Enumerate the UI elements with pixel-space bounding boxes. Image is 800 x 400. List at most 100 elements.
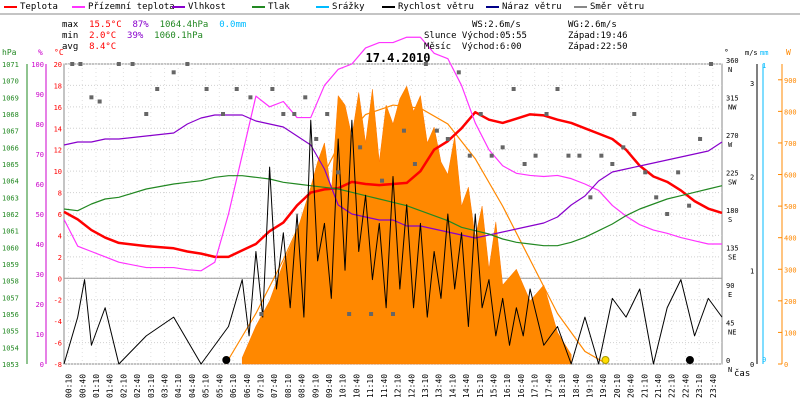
- pressure-tick: 1055: [2, 328, 19, 336]
- x-tick-label: 23:40: [709, 374, 718, 398]
- x-tick-label: 10:10: [339, 374, 348, 398]
- pressure-tick: 1054: [2, 344, 19, 352]
- temperature-axis-unit: °C: [54, 48, 64, 57]
- series-line-teplota: [63, 110, 723, 259]
- x-tick-label: 01:10: [92, 374, 101, 398]
- x-tick-label: 20:10: [613, 374, 622, 398]
- x-tick-label: 08:40: [298, 374, 307, 398]
- wind-direction-point: [588, 195, 593, 200]
- legend-swatch: [316, 5, 329, 8]
- pressure-tick: 1060: [2, 244, 19, 252]
- pressure-tick: 1063: [2, 194, 19, 202]
- solar-tick: 300: [784, 266, 797, 274]
- wind-direction-point: [445, 137, 450, 141]
- legend-swatch: [382, 5, 395, 8]
- direction-tick-name: S: [728, 216, 732, 224]
- wind-direction-point: [467, 153, 472, 158]
- legend-swatch: [172, 5, 185, 8]
- humidity-tick: 90: [36, 91, 44, 99]
- x-tick-label: 14:10: [448, 374, 457, 398]
- x-tick-label: 19:40: [599, 374, 608, 398]
- wind-direction-point: [221, 112, 226, 116]
- pressure-tick: 1061: [2, 228, 19, 236]
- temperature-tick: 12: [54, 147, 62, 155]
- stats-avg-temp: 8.4°C: [89, 42, 117, 52]
- wind-direction-point: [632, 112, 637, 116]
- wind-direction-point: [171, 70, 176, 75]
- legend-label: Srážky: [332, 2, 365, 12]
- wind-direction-point: [270, 87, 275, 91]
- legend-label: Vlhkost: [188, 2, 226, 12]
- wind-direction-point: [676, 170, 681, 175]
- legend-item: Směr větru: [574, 2, 644, 13]
- wind-wg: WG:2.6m/s: [568, 20, 617, 30]
- x-tick-label: 17:10: [531, 374, 540, 398]
- x-tick-label: 11:10: [366, 374, 375, 398]
- x-tick-label: 06:40: [243, 374, 252, 398]
- solar-tick: 600: [784, 172, 797, 180]
- wind-direction-point: [555, 87, 560, 91]
- wind-direction-point: [234, 87, 239, 91]
- wind-direction-point: [687, 203, 692, 208]
- x-tick-label: 02:10: [119, 374, 128, 398]
- pressure-tick: 1065: [2, 161, 19, 169]
- wind-direction-point: [369, 312, 374, 316]
- direction-tick-deg: 45: [726, 320, 734, 328]
- stats-max-temp: 15.5°C: [89, 20, 122, 30]
- wind-direction-point: [116, 62, 121, 66]
- x-tick-label: 11:40: [380, 374, 389, 398]
- solar-tick: 200: [784, 298, 797, 306]
- stats-avg-row: avg 8.4°C: [62, 42, 116, 53]
- legend-label: Rychlost větru: [398, 2, 474, 12]
- legend-item: Tlak: [252, 2, 290, 13]
- x-tick-label: 16:10: [503, 374, 512, 398]
- wind-direction-point: [478, 112, 483, 116]
- sun-rise: Slunce Východ:05:55: [424, 31, 527, 41]
- wind-direction-point: [709, 62, 714, 66]
- wind-direction-point: [204, 87, 209, 91]
- temperature-tick: -8: [54, 361, 62, 369]
- direction-tick-deg: 360: [726, 57, 739, 65]
- x-tick-label: 17:40: [544, 374, 553, 398]
- wind-direction-point: [434, 128, 439, 133]
- temperature-tick: 2: [58, 254, 62, 262]
- x-tick-label: 04:40: [188, 374, 197, 398]
- wind-direction-point: [489, 153, 494, 158]
- humidity-tick: 80: [36, 121, 44, 129]
- pressure-tick: 1064: [2, 178, 19, 186]
- wind-direction-point: [281, 112, 286, 116]
- pressure-tick: 1068: [2, 111, 19, 119]
- x-tick-label: 04:10: [174, 374, 183, 398]
- humidity-tick: 30: [36, 271, 44, 279]
- humidity-tick: 100: [31, 61, 44, 69]
- x-tick-label: 16:40: [517, 374, 526, 398]
- wind-direction-point: [314, 137, 319, 141]
- x-tick-label: 03:40: [161, 374, 170, 398]
- wind-direction-point: [698, 137, 703, 141]
- stats-max-press: 1064.4hPa: [159, 20, 209, 30]
- x-tick-label: 21:40: [654, 374, 663, 398]
- wind-direction-point: [566, 153, 571, 158]
- temperature-tick: 16: [54, 104, 62, 112]
- solar-tick: 400: [784, 235, 797, 243]
- x-tick-label: 19:10: [585, 374, 594, 398]
- x-tick-label: 05:10: [202, 374, 211, 398]
- x-tick-label: 05:40: [215, 374, 224, 398]
- humidity-tick: 50: [36, 211, 44, 219]
- x-tick-label: 02:40: [133, 374, 142, 398]
- direction-tick-name: NW: [728, 104, 737, 112]
- solar-tick: 700: [784, 140, 797, 148]
- humidity-tick: 60: [36, 181, 44, 189]
- legend-item: Srážky: [316, 2, 365, 13]
- pressure-tick: 1066: [2, 144, 19, 152]
- legend-item: Náraz větru: [486, 2, 562, 13]
- wind-direction-point: [665, 212, 670, 216]
- wind-direction-point: [511, 87, 516, 91]
- pressure-tick: 1071: [2, 61, 19, 69]
- legend-label: Přízemní teplota: [88, 2, 175, 12]
- wind-direction-point: [610, 162, 615, 166]
- humidity-tick: 10: [36, 331, 44, 339]
- wind-direction-point: [423, 62, 428, 66]
- wind-direction-point: [522, 162, 527, 166]
